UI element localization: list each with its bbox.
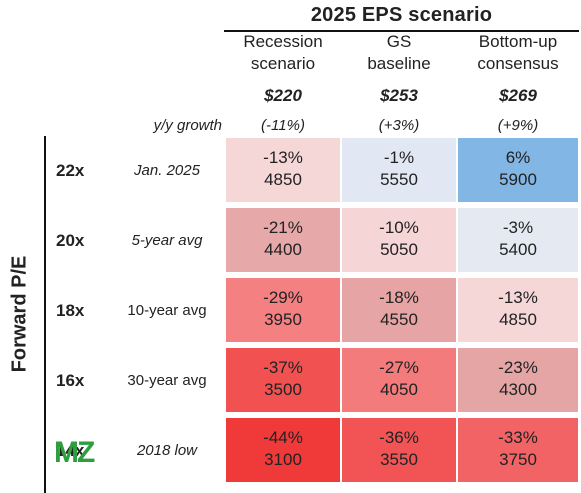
table-cell: -33% 3750 (458, 418, 578, 482)
cell-percent: -3% (502, 218, 534, 237)
cell-percent: -13% (498, 288, 538, 307)
column-header-recession: Recession scenario (226, 31, 340, 85)
eps-value-recession: $220 (264, 86, 302, 105)
cell-percent: -1% (383, 148, 415, 167)
axis-label: Forward P/E (8, 255, 31, 373)
table-cell: -10% 5050 (342, 208, 456, 272)
table-cell: -13% 4850 (226, 138, 340, 202)
table-cell: -1% 5550 (342, 138, 456, 202)
cell-value: 5400 (499, 240, 537, 259)
table-cell: -13% 4850 (458, 278, 578, 342)
column-header-line2: scenario (250, 54, 316, 73)
cell-percent: 6% (505, 148, 531, 167)
cell-percent: -33% (498, 428, 538, 447)
cell-value: 3500 (264, 380, 302, 399)
column-header-line1: Recession (243, 32, 323, 51)
column-header-gs-baseline: GS baseline (342, 31, 456, 85)
cell-value: 4400 (264, 240, 302, 259)
table-cell: -3% 5400 (458, 208, 578, 272)
cell-value: 5050 (380, 240, 418, 259)
cell-percent: -23% (498, 358, 538, 377)
table-cell: 6% 5900 (458, 138, 578, 202)
row-label: 5-year avg (131, 232, 203, 249)
y-axis: Forward P/E (0, 136, 40, 493)
growth-recession: (-11%) (261, 117, 305, 134)
cell-value: 3100 (264, 450, 302, 469)
axis-divider (44, 136, 46, 493)
column-header-line2: baseline (367, 54, 431, 73)
row-label: 10-year avg (127, 302, 207, 319)
cell-percent: -44% (263, 428, 303, 447)
pe-multiple: 22x (56, 161, 85, 180)
table-cell: -27% 4050 (342, 348, 456, 412)
table-cell: -44% 3100 (226, 418, 340, 482)
table-cell: -37% 3500 (226, 348, 340, 412)
cell-value: 4300 (499, 380, 537, 399)
eps-value-gs-baseline: $253 (380, 86, 418, 105)
table-cell: -23% 4300 (458, 348, 578, 412)
growth-label: y/y growth (153, 117, 222, 134)
cell-value: 5900 (499, 170, 537, 189)
column-header-line1: GS (386, 32, 412, 51)
cell-percent: -21% (263, 218, 303, 237)
cell-value: 5550 (380, 170, 418, 189)
table-cell: -21% 4400 (226, 208, 340, 272)
cell-percent: -36% (379, 428, 419, 447)
table-cell: -36% 3550 (342, 418, 456, 482)
row-label: 30-year avg (127, 372, 207, 389)
table-title: 2025 EPS scenario (224, 0, 579, 32)
row-label: Jan. 2025 (134, 162, 200, 179)
cell-value: 4850 (499, 310, 537, 329)
cell-value: 3750 (499, 450, 537, 469)
pe-multiple: 18x (56, 301, 85, 320)
cell-percent: -13% (263, 148, 303, 167)
cell-value: 3950 (264, 310, 302, 329)
watermark-logo: MZ (54, 436, 95, 469)
cell-percent: -29% (263, 288, 303, 307)
pe-multiple: 14x (56, 441, 85, 460)
growth-consensus: (+9%) (497, 117, 539, 134)
cell-percent: -18% (379, 288, 419, 307)
eps-value-consensus: $269 (499, 86, 537, 105)
column-header-line2: consensus (477, 54, 559, 73)
table-cell: -18% 4550 (342, 278, 456, 342)
row-label: 2018 low (136, 442, 198, 459)
cell-percent: -27% (379, 358, 419, 377)
cell-value: 3550 (380, 450, 418, 469)
cell-percent: -10% (379, 218, 419, 237)
cell-value: 4050 (380, 380, 418, 399)
cell-value: 4850 (264, 170, 302, 189)
column-header-consensus: Bottom-up consensus (458, 31, 578, 85)
cell-value: 4550 (380, 310, 418, 329)
column-header-line1: Bottom-up (478, 32, 558, 51)
pe-multiple: 16x (56, 371, 85, 390)
growth-gs-baseline: (+3%) (378, 117, 420, 134)
table-cell: -29% 3950 (226, 278, 340, 342)
cell-percent: -37% (263, 358, 303, 377)
pe-multiple: 20x (56, 231, 85, 250)
